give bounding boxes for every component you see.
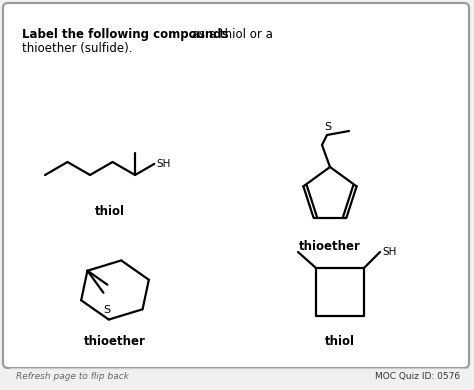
Text: Refresh page to flip back: Refresh page to flip back bbox=[16, 372, 129, 381]
Text: Label the following compounds as a thiol or a: Label the following compounds as a thiol… bbox=[22, 28, 291, 41]
Text: MOC Quiz ID: 0576: MOC Quiz ID: 0576 bbox=[375, 372, 460, 381]
Text: thioether: thioether bbox=[84, 335, 146, 348]
Text: S: S bbox=[103, 305, 110, 315]
Text: thioether (sulfide).: thioether (sulfide). bbox=[22, 42, 133, 55]
FancyBboxPatch shape bbox=[3, 3, 469, 368]
Text: thiol: thiol bbox=[95, 205, 125, 218]
Text: SH: SH bbox=[382, 247, 396, 257]
Text: S: S bbox=[324, 122, 331, 132]
Text: thioether: thioether bbox=[299, 240, 361, 253]
Text: thiol: thiol bbox=[325, 335, 355, 348]
Text: Label the following compounds: Label the following compounds bbox=[22, 28, 228, 41]
Text: as a thiol or a: as a thiol or a bbox=[188, 28, 273, 41]
Text: SH: SH bbox=[156, 159, 171, 169]
